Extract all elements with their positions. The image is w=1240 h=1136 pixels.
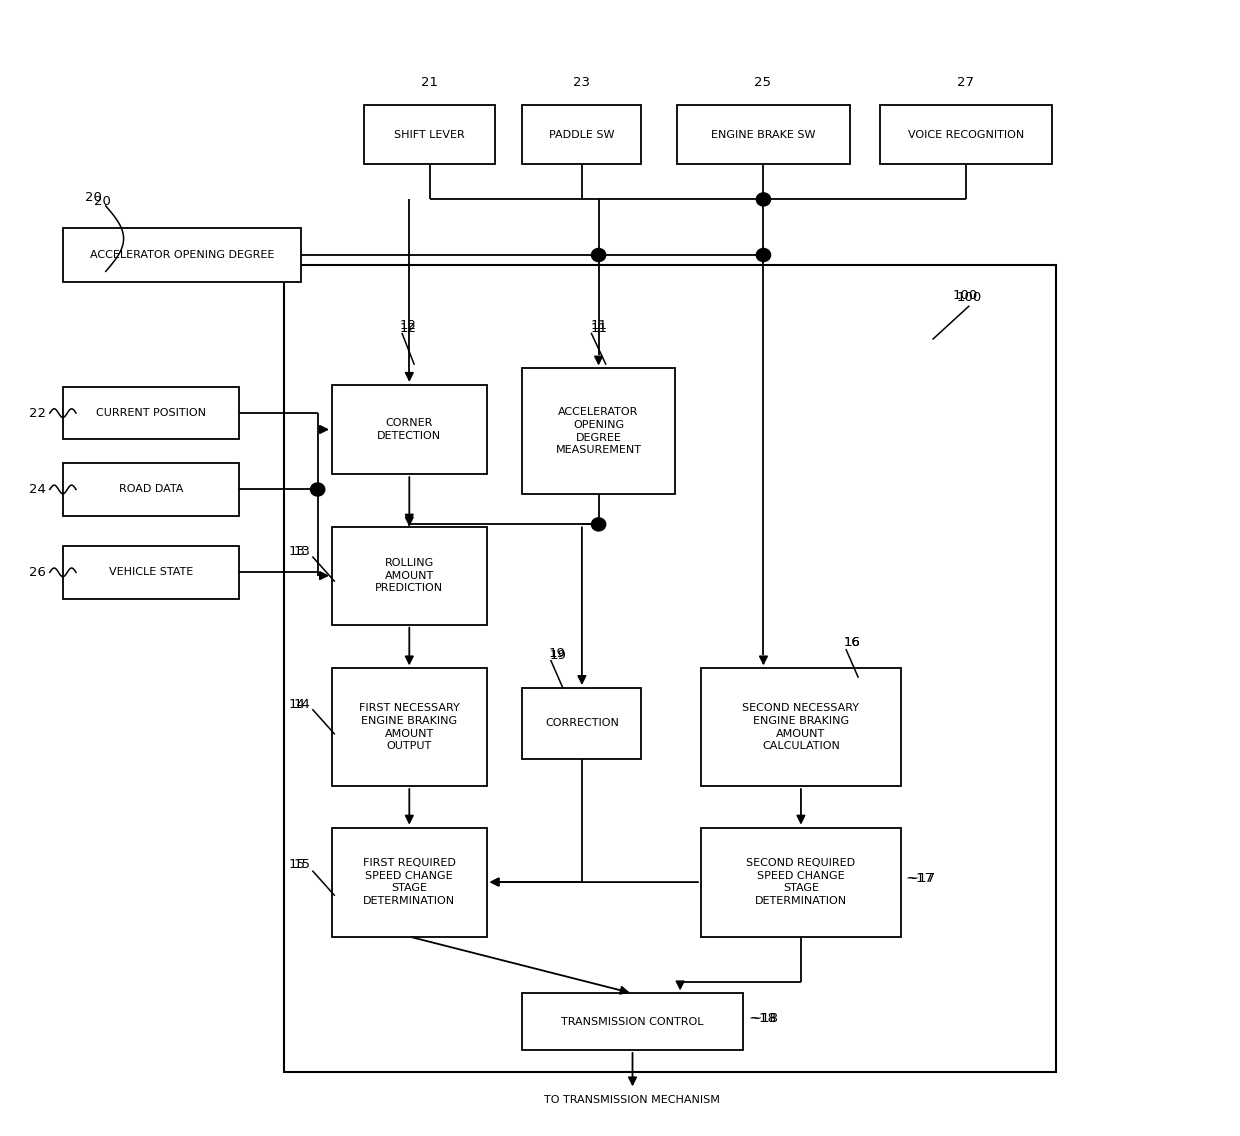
- Text: VEHICLE STATE: VEHICLE STATE: [109, 567, 193, 577]
- FancyBboxPatch shape: [63, 227, 301, 282]
- Text: 16: 16: [843, 636, 861, 649]
- Text: 13: 13: [289, 545, 306, 558]
- Text: FIRST NECESSARY
ENGINE BRAKING
AMOUNT
OUTPUT: FIRST NECESSARY ENGINE BRAKING AMOUNT OU…: [358, 703, 460, 751]
- Text: ENGINE BRAKE SW: ENGINE BRAKE SW: [712, 130, 816, 140]
- Text: 100: 100: [956, 291, 981, 304]
- Text: ~17: ~17: [905, 872, 934, 885]
- Text: 12: 12: [399, 319, 417, 333]
- FancyBboxPatch shape: [332, 827, 486, 936]
- Text: CORRECTION: CORRECTION: [544, 718, 619, 728]
- Text: 13: 13: [294, 545, 311, 558]
- Text: SHIFT LEVER: SHIFT LEVER: [394, 130, 465, 140]
- FancyBboxPatch shape: [701, 668, 901, 786]
- Text: 20: 20: [86, 191, 102, 203]
- Text: VOICE RECOGNITION: VOICE RECOGNITION: [908, 130, 1024, 140]
- Text: ACCELERATOR
OPENING
DEGREE
MEASUREMENT: ACCELERATOR OPENING DEGREE MEASUREMENT: [556, 407, 641, 456]
- FancyBboxPatch shape: [522, 105, 641, 165]
- Text: 14: 14: [289, 698, 306, 711]
- Text: 15: 15: [289, 858, 306, 871]
- Text: 23: 23: [573, 76, 590, 90]
- Text: PADDLE SW: PADDLE SW: [549, 130, 615, 140]
- FancyBboxPatch shape: [522, 993, 743, 1050]
- Text: 11: 11: [590, 319, 608, 333]
- Circle shape: [591, 249, 605, 261]
- Text: 11: 11: [590, 321, 608, 335]
- Text: 22: 22: [30, 407, 46, 419]
- Circle shape: [591, 518, 605, 531]
- Text: 100: 100: [952, 289, 978, 302]
- FancyBboxPatch shape: [63, 546, 239, 599]
- Text: 19: 19: [548, 646, 565, 660]
- Text: 21: 21: [422, 76, 438, 90]
- Text: TRANSMISSION CONTROL: TRANSMISSION CONTROL: [562, 1017, 704, 1027]
- FancyBboxPatch shape: [332, 385, 486, 474]
- Text: 24: 24: [30, 483, 46, 496]
- FancyBboxPatch shape: [63, 387, 239, 440]
- FancyBboxPatch shape: [701, 827, 901, 936]
- FancyBboxPatch shape: [365, 105, 495, 165]
- Text: 15: 15: [294, 858, 311, 871]
- Text: CORNER
DETECTION: CORNER DETECTION: [377, 418, 441, 441]
- FancyBboxPatch shape: [677, 105, 849, 165]
- Text: ~18: ~18: [749, 1012, 776, 1025]
- Text: TO TRANSMISSION MECHANISM: TO TRANSMISSION MECHANISM: [544, 1095, 720, 1105]
- Text: CURRENT POSITION: CURRENT POSITION: [95, 408, 206, 418]
- FancyBboxPatch shape: [63, 463, 239, 516]
- Circle shape: [756, 193, 770, 206]
- Text: ~18: ~18: [751, 1012, 779, 1025]
- Text: FIRST REQUIRED
SPEED CHANGE
STAGE
DETERMINATION: FIRST REQUIRED SPEED CHANGE STAGE DETERM…: [363, 858, 456, 907]
- Text: 26: 26: [30, 566, 46, 579]
- Text: ROAD DATA: ROAD DATA: [119, 484, 184, 494]
- Text: 25: 25: [754, 76, 771, 90]
- FancyBboxPatch shape: [332, 527, 486, 625]
- Text: 16: 16: [843, 636, 861, 649]
- Text: 27: 27: [957, 76, 973, 90]
- Text: 20: 20: [94, 195, 110, 208]
- Text: 14: 14: [294, 698, 310, 711]
- FancyBboxPatch shape: [522, 368, 675, 494]
- Text: SECOND REQUIRED
SPEED CHANGE
STAGE
DETERMINATION: SECOND REQUIRED SPEED CHANGE STAGE DETER…: [746, 858, 856, 907]
- Text: 19: 19: [549, 649, 567, 662]
- Text: ROLLING
AMOUNT
PREDICTION: ROLLING AMOUNT PREDICTION: [376, 558, 444, 593]
- Text: ACCELERATOR OPENING DEGREE: ACCELERATOR OPENING DEGREE: [89, 250, 274, 260]
- Circle shape: [310, 483, 325, 496]
- FancyBboxPatch shape: [879, 105, 1052, 165]
- FancyBboxPatch shape: [332, 668, 486, 786]
- Text: ~17: ~17: [908, 872, 936, 885]
- Text: 12: 12: [399, 321, 417, 335]
- Text: SECOND NECESSARY
ENGINE BRAKING
AMOUNT
CALCULATION: SECOND NECESSARY ENGINE BRAKING AMOUNT C…: [743, 703, 859, 751]
- FancyBboxPatch shape: [522, 688, 641, 759]
- Circle shape: [756, 249, 770, 261]
